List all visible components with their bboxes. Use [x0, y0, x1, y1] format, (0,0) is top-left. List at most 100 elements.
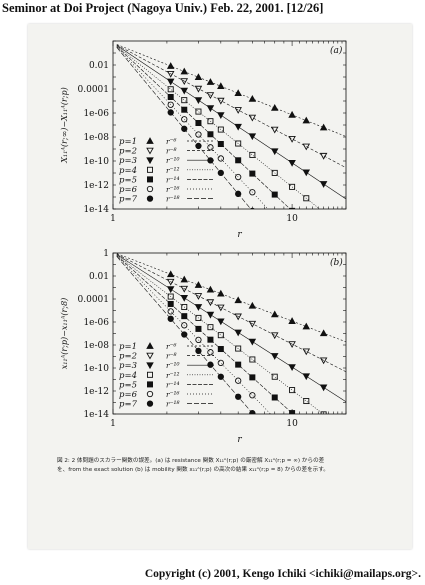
legend-marker [146, 166, 153, 173]
legend-line-label: r⁻¹⁶ [166, 390, 180, 399]
data-point [302, 143, 311, 151]
panel-a: 0.01 0.0001 1e-06 1e-08 1e-10 1e-12 1e-141 10 r X… [60, 40, 347, 240]
data-point [217, 155, 224, 162]
y-axis-label: x₁₁ᴬ(r;p)−x₁₁ᴬ(r;8) [60, 298, 69, 370]
legend-series-label: p=5 [119, 175, 137, 185]
y-tick-label: 1e-14 [83, 205, 109, 215]
y-tick-label: 1 [103, 249, 109, 259]
data-point [319, 181, 328, 188]
data-point [270, 332, 279, 340]
legend-line-label: r⁻¹⁰ [166, 156, 180, 165]
data-point [288, 110, 296, 118]
data-point [217, 332, 224, 339]
y-tick-label: 0.0001 [78, 295, 110, 305]
reference-line [116, 47, 252, 209]
data-point [207, 131, 214, 138]
data-point [249, 151, 256, 158]
data-point [194, 293, 203, 300]
data-point [234, 123, 242, 131]
reference-line [116, 253, 346, 343]
data-point [248, 94, 257, 102]
data-point [249, 356, 256, 363]
data-point [181, 313, 188, 320]
legend-marker [146, 352, 154, 360]
data-point [167, 315, 174, 322]
panel-label: (b) [330, 257, 343, 268]
x-tick-label: 10 [286, 214, 298, 224]
y-tick-label: 1e-08 [83, 341, 109, 351]
panel-label: (a) [330, 45, 343, 56]
legend-line-label: r⁻¹² [166, 371, 180, 380]
data-point [206, 299, 215, 307]
data-point [217, 318, 225, 326]
legend-series-label: p=7 [119, 195, 138, 205]
data-point [303, 195, 310, 202]
data-point [217, 169, 224, 177]
data-point [195, 314, 202, 321]
data-point [319, 152, 328, 160]
plot-area [116, 253, 346, 414]
data-point [319, 329, 328, 337]
plot-frame [112, 252, 347, 415]
data-point [270, 126, 279, 134]
legend-series-label: p=4 [119, 166, 137, 176]
data-point [181, 97, 188, 104]
data-point [195, 142, 202, 150]
data-point [235, 377, 242, 384]
y-tick-label: 0.0001 [78, 85, 110, 95]
y-tick-label: 1e-12 [83, 181, 109, 191]
data-point [319, 123, 328, 131]
legend-series-label: p=4 [119, 371, 137, 381]
data-point [195, 108, 202, 115]
data-point [207, 144, 214, 151]
data-point [271, 191, 278, 198]
legend-series-label: p=6 [119, 390, 138, 400]
data-point [194, 304, 203, 311]
x-tick-label: 10 [286, 419, 298, 429]
legend-line-label: r⁻⁸ [166, 352, 177, 361]
data-point [271, 373, 278, 380]
data-point [319, 384, 328, 392]
legend-line-label: r⁻⁶ [166, 342, 177, 351]
data-point [248, 338, 257, 346]
legend-series-label: p=2 [119, 352, 137, 362]
data-point [166, 62, 175, 69]
data-point [248, 301, 257, 309]
legend-line-label: r⁻⁸ [166, 147, 177, 156]
legend-marker [146, 185, 154, 193]
data-point [167, 86, 174, 93]
data-point [207, 361, 214, 368]
data-point [217, 373, 224, 380]
data-point [166, 286, 175, 294]
legend-line-label: r⁻¹⁰ [166, 361, 180, 370]
legend-marker [146, 381, 153, 388]
data-point [195, 120, 202, 127]
reference-line [116, 46, 269, 209]
caption-line-2: を、from the exact solution (b) は mobility… [57, 467, 329, 473]
data-point [249, 207, 255, 209]
data-point [235, 157, 242, 164]
reference-line [116, 253, 346, 373]
data-point [270, 310, 279, 318]
data-point [270, 103, 279, 111]
data-point [235, 345, 242, 352]
legend-series-label: p=7 [119, 400, 138, 410]
legend-series-label: p=1 [119, 137, 137, 147]
data-point [207, 349, 214, 356]
x-tick-label: 1 [110, 419, 116, 429]
legend-marker [146, 195, 154, 202]
data-point [166, 70, 175, 78]
data-point [181, 322, 188, 329]
legend-line-label: r⁻¹⁸ [166, 195, 180, 204]
data-point [320, 411, 327, 414]
data-point [235, 140, 242, 147]
data-point [289, 207, 296, 209]
y-tick-label: 0.01 [89, 61, 109, 71]
data-point [303, 398, 310, 405]
data-point [217, 289, 225, 297]
data-point [289, 183, 296, 190]
legend-series-label: p=2 [119, 147, 137, 157]
y-tick-label: 1e-06 [83, 318, 109, 328]
data-point [217, 359, 224, 367]
